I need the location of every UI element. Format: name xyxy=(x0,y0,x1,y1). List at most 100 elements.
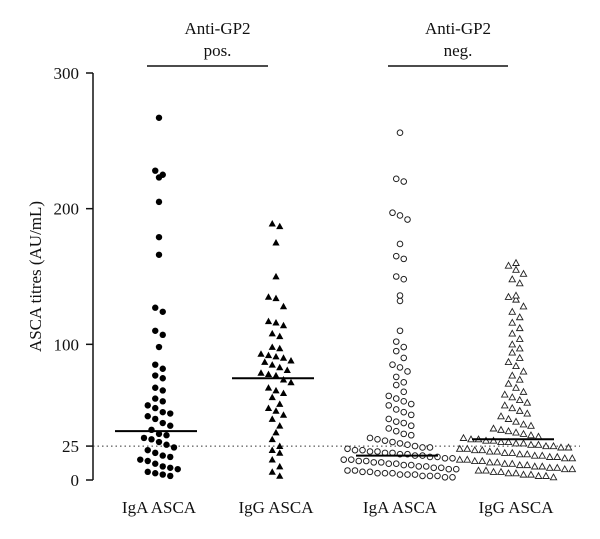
data-point xyxy=(497,412,505,420)
data-point xyxy=(497,425,505,433)
x-tick-label: IgA ASCA xyxy=(363,498,438,517)
group-label: Anti-GP2 xyxy=(184,19,250,38)
data-point xyxy=(568,454,577,462)
data-point xyxy=(519,269,528,277)
data-point xyxy=(268,329,276,337)
data-point xyxy=(470,456,479,465)
data-point xyxy=(542,471,550,479)
data-point xyxy=(400,430,408,438)
data-point xyxy=(276,422,284,429)
data-point xyxy=(268,468,276,475)
data-point xyxy=(534,471,543,479)
data-point xyxy=(485,458,494,466)
data-point xyxy=(392,395,400,402)
data-points xyxy=(137,114,577,481)
data-point xyxy=(355,457,363,465)
data-point xyxy=(400,275,408,283)
data-point xyxy=(389,438,396,446)
data-point xyxy=(512,417,520,425)
data-point xyxy=(268,361,276,368)
data-point xyxy=(366,468,374,476)
data-point xyxy=(519,420,528,428)
data-point xyxy=(351,446,359,454)
data-point xyxy=(272,371,280,379)
data-point xyxy=(272,407,280,414)
data-point xyxy=(474,466,483,474)
data-point xyxy=(560,454,569,462)
data-point xyxy=(279,354,288,361)
data-point xyxy=(264,370,273,378)
data-point xyxy=(400,398,408,405)
y-tick-label: 25 xyxy=(62,437,79,456)
data-point xyxy=(268,435,276,443)
data-point xyxy=(155,198,163,206)
data-point xyxy=(482,466,490,474)
data-point xyxy=(392,381,400,389)
data-point xyxy=(396,240,404,248)
data-point xyxy=(392,406,400,413)
data-point xyxy=(366,448,374,455)
data-point xyxy=(144,446,151,454)
data-point xyxy=(523,460,532,469)
data-point xyxy=(400,419,408,427)
data-point xyxy=(489,436,498,444)
data-point xyxy=(426,472,434,480)
data-point xyxy=(268,415,276,422)
y-axis-title: ASCA titres (AU/mL) xyxy=(26,201,45,352)
data-point xyxy=(441,454,449,462)
data-point xyxy=(340,456,348,463)
data-point xyxy=(497,437,505,446)
data-point xyxy=(276,442,284,449)
data-point xyxy=(144,402,151,409)
data-point xyxy=(557,443,565,451)
data-point xyxy=(504,292,513,300)
data-point xyxy=(159,452,166,459)
data-point xyxy=(381,437,389,444)
data-point xyxy=(170,444,178,451)
data-point xyxy=(549,441,558,450)
data-point xyxy=(174,465,181,473)
data-point xyxy=(276,332,284,340)
data-point xyxy=(362,457,370,465)
data-point xyxy=(404,216,411,223)
data-point xyxy=(400,354,408,362)
group-headers: Anti-GP2 pos. Anti-GP2 neg. xyxy=(147,19,508,67)
data-point xyxy=(392,347,400,355)
data-point xyxy=(392,252,400,260)
data-point xyxy=(276,462,284,470)
data-point xyxy=(370,459,378,466)
data-point xyxy=(568,465,577,473)
data-point xyxy=(452,465,460,473)
data-point xyxy=(508,340,517,348)
data-point xyxy=(534,440,543,448)
data-point xyxy=(279,411,288,418)
data-point xyxy=(508,371,517,379)
data-point xyxy=(396,471,404,478)
data-point xyxy=(400,178,408,185)
group-sublabel: neg. xyxy=(444,41,473,60)
data-point xyxy=(268,446,276,454)
data-point xyxy=(385,460,393,468)
y-tick-label: 200 xyxy=(54,200,80,219)
data-point xyxy=(276,344,284,352)
data-point xyxy=(560,465,569,473)
data-point xyxy=(515,334,524,342)
data-point xyxy=(396,440,404,447)
data-point xyxy=(392,338,400,345)
data-point xyxy=(359,468,366,476)
data-point xyxy=(407,422,415,430)
data-point xyxy=(400,343,408,351)
data-point xyxy=(426,444,434,451)
data-point xyxy=(385,392,393,400)
data-point xyxy=(268,456,276,463)
data-point xyxy=(167,464,174,471)
data-point xyxy=(478,446,487,454)
data-point xyxy=(347,456,355,463)
data-point xyxy=(400,255,408,263)
data-point xyxy=(389,209,396,217)
data-point xyxy=(257,350,265,357)
data-point xyxy=(449,473,456,481)
data-point xyxy=(400,379,408,386)
data-point xyxy=(519,429,528,437)
